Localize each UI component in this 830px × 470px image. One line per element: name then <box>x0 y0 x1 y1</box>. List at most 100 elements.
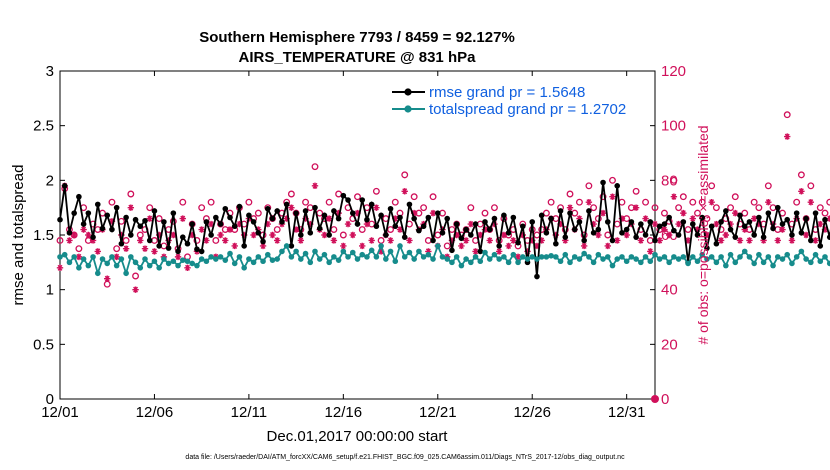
totalspread-point <box>94 270 101 277</box>
totalspread-point <box>397 243 403 249</box>
assimilated-obs-point <box>604 242 611 250</box>
rmse-point <box>326 232 332 238</box>
rmse-point <box>774 204 781 211</box>
assimilated-obs-point <box>510 237 517 244</box>
rmse-point <box>250 219 257 225</box>
assimilated-obs-point <box>585 199 593 206</box>
possible-obs-point <box>599 193 607 201</box>
rmse-point <box>732 234 739 240</box>
possible-obs-point <box>717 226 725 233</box>
totalspread-point <box>529 254 536 260</box>
rmse-point <box>184 240 191 247</box>
assimilated-obs-point <box>788 237 796 244</box>
totalspread-point <box>699 251 706 258</box>
totalspread-point <box>604 254 611 260</box>
x-tick-label: 12/01 <box>41 404 79 421</box>
totalspread-point <box>57 254 63 260</box>
possible-obs-point <box>632 187 640 195</box>
rmse-point <box>165 245 172 251</box>
y-tick-label: 0 <box>46 391 54 408</box>
rmse-point <box>760 234 767 240</box>
assimilated-obs-point <box>448 237 456 244</box>
x-tick-label: 12/26 <box>513 404 551 421</box>
rmse-point <box>203 219 210 225</box>
totalspread-point <box>279 248 285 255</box>
possible-obs-point <box>816 204 824 212</box>
rmse-point <box>477 248 484 255</box>
totalspread-point <box>784 251 791 258</box>
rmse-point <box>789 232 795 238</box>
rmse-point <box>505 230 512 236</box>
assimilated-obs-point <box>495 248 503 255</box>
possible-obs-point <box>155 215 163 223</box>
totalspread-point <box>477 258 484 265</box>
assimilated-obs-point <box>325 215 333 222</box>
possible-obs-point <box>689 198 697 206</box>
rmse-point <box>387 205 394 212</box>
assimilated-obs-point <box>717 237 725 244</box>
totalspread-point <box>434 243 441 249</box>
legend-rmse-marker <box>404 88 412 96</box>
totalspread-point <box>609 262 616 269</box>
rmse-point <box>756 214 762 221</box>
totalspread-point <box>803 256 809 262</box>
assimilated-obs-point <box>675 220 682 228</box>
assimilated-obs-point <box>599 209 607 217</box>
assimilated-obs-point <box>127 204 135 211</box>
totalspread-point <box>619 254 625 260</box>
assimilated-obs-point <box>722 231 730 239</box>
totalspread-point <box>61 251 68 258</box>
assimilated-obs-point <box>198 226 205 233</box>
rmse-point <box>378 212 384 219</box>
totalspread-point <box>142 256 148 262</box>
assimilated-obs-point <box>538 237 545 244</box>
rmse-point <box>236 203 243 210</box>
y-axis-label-right: # of obs: o=possible; ×=assimilated <box>695 125 711 344</box>
totalspread-point <box>373 254 380 260</box>
rmse-point <box>179 234 186 240</box>
assimilated-obs-point <box>500 231 508 239</box>
rmse-point <box>458 235 465 242</box>
assimilated-obs-point <box>533 242 541 250</box>
rmse-point <box>246 212 252 219</box>
assimilated-obs-point <box>755 220 763 228</box>
possible-obs-point <box>273 226 281 233</box>
totalspread-point <box>132 259 139 266</box>
totalspread-point <box>85 262 92 269</box>
possible-obs-point <box>207 198 215 206</box>
possible-obs-point <box>434 231 442 239</box>
possible-obs-point <box>797 171 805 179</box>
totalspread-point <box>770 262 776 269</box>
totalspread-point <box>109 254 115 260</box>
assimilated-obs-point <box>684 237 692 244</box>
totalspread-point <box>411 256 417 262</box>
assimilated-obs-point <box>793 215 800 222</box>
rmse-point <box>482 219 488 225</box>
totalspread-point <box>713 259 720 266</box>
rmse-point <box>571 226 578 233</box>
assimilated-obs-point <box>623 231 630 239</box>
assimilated-obs-point <box>368 237 375 244</box>
totalspread-point <box>368 247 375 254</box>
totalspread-point <box>453 254 460 260</box>
rmse-point <box>529 219 536 225</box>
assimilated-obs-point <box>231 242 238 250</box>
possible-obs-point <box>755 204 763 212</box>
rmse-point <box>255 230 262 236</box>
assimilated-obs-point <box>694 226 701 233</box>
possible-obs-point <box>372 187 380 195</box>
possible-obs-point <box>741 209 749 217</box>
assimilated-obs-point <box>330 237 338 244</box>
rmse-point <box>85 210 92 216</box>
rmse-point <box>213 214 219 221</box>
rmse-point <box>354 221 361 227</box>
totalspread-point <box>519 254 526 260</box>
rmse-point <box>486 226 493 233</box>
possible-obs-point <box>764 182 772 190</box>
totalspread-point <box>817 258 824 265</box>
totalspread-point <box>534 256 540 262</box>
totalspread-point <box>161 256 167 262</box>
assimilated-obs-point <box>85 231 92 239</box>
assimilated-obs-point <box>259 242 267 250</box>
